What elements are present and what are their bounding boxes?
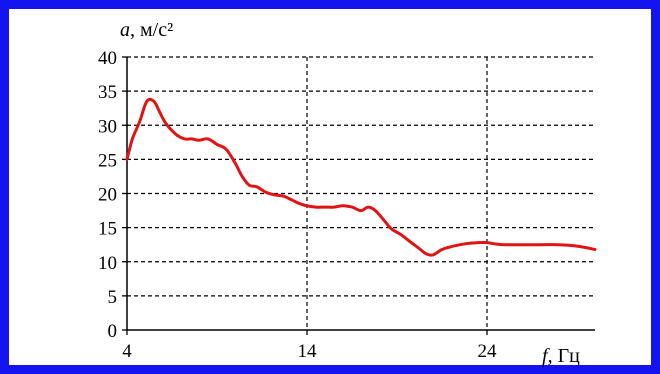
y-axis-title: a, м/с² xyxy=(120,19,173,41)
y-tick-label: 40 xyxy=(98,48,117,69)
x-axis-variable: f xyxy=(542,345,550,367)
y-tick-label: 25 xyxy=(98,150,117,171)
y-tick-label: 15 xyxy=(98,219,117,240)
x-axis-title: f, Гц xyxy=(542,345,580,367)
x-axis-unit: , Гц xyxy=(548,345,581,367)
y-tick-label: 35 xyxy=(98,82,117,103)
axes xyxy=(122,56,595,335)
y-tick-label: 10 xyxy=(98,253,117,274)
y-tick-label: 30 xyxy=(98,116,117,137)
series-layer xyxy=(125,97,597,257)
grid xyxy=(127,56,595,330)
y-tick-label: 0 xyxy=(108,321,118,342)
series-line-0 xyxy=(125,97,597,257)
x-tick-label: 4 xyxy=(122,341,132,362)
y-axis-variable: a xyxy=(120,19,130,41)
y-tick-label: 20 xyxy=(98,185,117,206)
x-tick-label: 24 xyxy=(478,341,498,362)
x-tick-label: 14 xyxy=(298,341,318,362)
y-axis-unit: , м/с² xyxy=(130,19,173,41)
tick-labels: 0 5 10 15 20 25 30 35 40 4 14 24 xyxy=(98,48,497,362)
y-tick-label: 5 xyxy=(108,287,118,308)
